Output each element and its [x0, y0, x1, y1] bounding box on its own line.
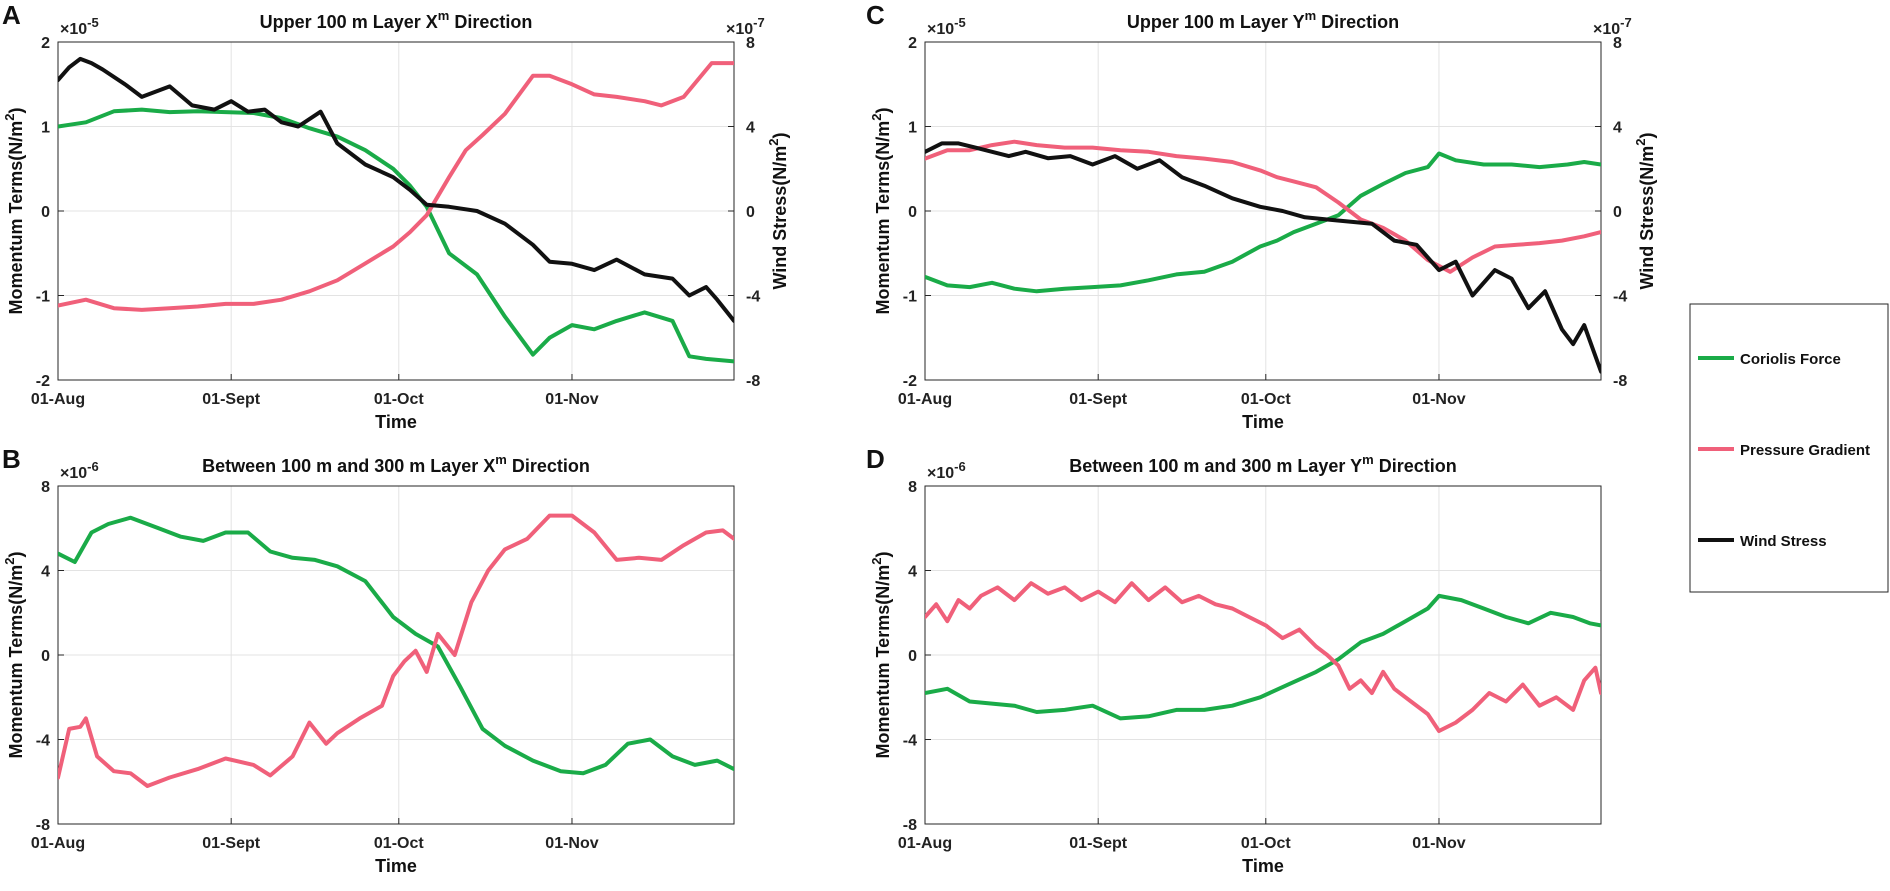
panel-a-y2tick-label-4: 8 — [746, 35, 755, 52]
legend-item-pressure: Pressure Gradient — [1698, 442, 1870, 459]
panel-b-xtick-label-2: 01-Oct — [374, 835, 424, 852]
panel-c-ytick-label-0: -2 — [903, 373, 917, 390]
panel-c-title: Upper 100 m Layer Ym Direction — [1127, 8, 1399, 32]
panel-a-y-exponent: ×10-5 — [60, 15, 99, 38]
panel-c-series-pressure-gradient — [925, 139, 1601, 274]
panel-d: D 01-Aug 01-Sept 01-Oct 01-Nov -8 -4 0 4 8 ×10-6 B… — [866, 444, 1602, 876]
panel-b-ytick-label-2: 0 — [41, 648, 50, 665]
panel-c-ytick-label-4: 2 — [908, 35, 917, 52]
panel-a-series-pressure-gradient — [58, 61, 734, 312]
panel-b-ytick-label-4: 8 — [41, 479, 50, 496]
panel-c-xtick-label-0: 01-Aug — [898, 391, 952, 408]
panel-c-y-exponent: ×10-5 — [927, 15, 966, 38]
panel-d-ytick-label-2: 0 — [908, 648, 917, 665]
panel-c-y2tick-label-3: 4 — [1613, 120, 1622, 137]
panel-c-xtick-label-2: 01-Oct — [1241, 391, 1291, 408]
panel-b: B 01-Aug 01-Sept 01-Oct 01-Nov -8 -4 0 4 8 ×10-6 B… — [2, 444, 735, 876]
panel-b-ytick-label-0: -8 — [36, 817, 50, 834]
panel-c: C 01-Aug 01-Sept 01-Oct 01-Nov -2 -1 0 1 2 ×10-5 U… — [866, 0, 1657, 432]
panel-d-grid — [924, 485, 1601, 825]
panel-b-y-exponent: ×10-6 — [60, 459, 99, 482]
panel-d-ytick-label-1: -4 — [903, 733, 917, 750]
panel-d-xtick-label-1: 01-Sept — [1069, 835, 1127, 852]
panel-c-xtick-label-1: 01-Sept — [1069, 391, 1127, 408]
panel-d-xlabel: Time — [1242, 856, 1284, 876]
panel-d-xtick-label-3: 01-Nov — [1412, 835, 1465, 852]
panel-b-title: Between 100 m and 300 m Layer Xm Directi… — [202, 452, 590, 476]
panel-d-ytick-label-3: 4 — [908, 564, 917, 581]
legend-item-wind: Wind Stress — [1698, 533, 1827, 550]
panel-b-ytick-label-3: 4 — [41, 564, 50, 581]
panel-a-y2label: Wind Stress(N/m2) — [766, 132, 790, 289]
panel-b-series-coriolis-force — [58, 515, 734, 776]
panel-d-series-coriolis-force — [925, 593, 1601, 721]
panel-c-xlabel: Time — [1242, 412, 1284, 432]
panel-c-ylabel: Momentum Terms(N/m2) — [869, 108, 893, 315]
panel-a-ylabel: Momentum Terms(N/m2) — [2, 108, 26, 315]
panel-letter-d: D — [866, 444, 885, 474]
panel-b-xtick-label-1: 01-Sept — [202, 835, 260, 852]
panel-a-y2tick-label-3: 4 — [746, 120, 755, 137]
panel-b-xlabel: Time — [375, 856, 417, 876]
legend-label-pressure: Pressure Gradient — [1740, 442, 1870, 459]
panel-c-y2tick-label-2: 0 — [1613, 204, 1622, 221]
panel-a-title: Upper 100 m Layer Xm Direction — [260, 8, 533, 32]
panel-b-xtick-label-3: 01-Nov — [545, 835, 598, 852]
panel-c-ytick-label-1: -1 — [903, 289, 917, 306]
panel-c-y2label: Wind Stress(N/m2) — [1633, 132, 1657, 289]
panel-a-y2tick-label-2: 0 — [746, 204, 755, 221]
panel-b-xtick-label-0: 01-Aug — [31, 835, 85, 852]
panel-d-xtick-label-2: 01-Oct — [1241, 835, 1291, 852]
panel-d-xtick-label-0: 01-Aug — [898, 835, 952, 852]
panel-a-xtick-label-1: 01-Sept — [202, 391, 260, 408]
panel-c-y2tick-label-1: -4 — [1613, 289, 1627, 306]
panel-a-ytick-label-0: -2 — [36, 373, 50, 390]
panel-d-series-pressure-gradient — [925, 581, 1601, 733]
panel-c-xtick-label-3: 01-Nov — [1412, 391, 1465, 408]
panel-d-ytick-label-0: -8 — [903, 817, 917, 834]
panel-a-ytick-label-3: 1 — [41, 120, 50, 137]
panel-a-ytick-label-4: 2 — [41, 35, 50, 52]
panel-a-ytick-label-2: 0 — [41, 204, 50, 221]
panel-letter-b: B — [2, 444, 21, 474]
panel-c-y2tick-label-0: -8 — [1613, 373, 1627, 390]
panel-d-ylabel: Momentum Terms(N/m2) — [869, 552, 893, 759]
panel-a-series-coriolis-force — [58, 107, 734, 364]
panel-b-ylabel: Momentum Terms(N/m2) — [2, 552, 26, 759]
panel-b-series-pressure-gradient — [58, 513, 734, 788]
panel-a-grid — [57, 41, 734, 381]
panel-a-y2tick-label-0: -8 — [746, 373, 760, 390]
panel-d-ytick-label-4: 8 — [908, 479, 917, 496]
panel-c-ytick-label-3: 1 — [908, 120, 917, 137]
panel-a-xlabel: Time — [375, 412, 417, 432]
panel-c-series-wind-stress — [925, 141, 1601, 374]
panel-a-y2-exponent: ×10-7 — [726, 15, 765, 38]
legend-label-wind: Wind Stress — [1740, 533, 1827, 550]
panel-d-y-exponent: ×10-6 — [927, 459, 966, 482]
panel-a: A 01-Aug 01-Sept 01-Oct 01-Nov -2 -1 0 1 2 ×10-5 U… — [2, 0, 790, 432]
legend-item-coriolis: Coriolis Force — [1698, 351, 1841, 368]
panel-a-y2tick-label-1: -4 — [746, 289, 760, 306]
legend-label-coriolis: Coriolis Force — [1740, 351, 1841, 368]
panel-b-grid — [57, 485, 734, 825]
panel-a-series-wind-stress — [58, 56, 734, 323]
panel-letter-c: C — [866, 0, 885, 30]
panel-c-y2-exponent: ×10-7 — [1593, 15, 1632, 38]
panel-c-grid — [924, 41, 1601, 381]
panel-a-xtick-label-0: 01-Aug — [31, 391, 85, 408]
panel-a-ytick-label-1: -1 — [36, 289, 50, 306]
panel-a-xtick-label-3: 01-Nov — [545, 391, 598, 408]
panel-letter-a: A — [2, 0, 21, 30]
panel-a-xtick-label-2: 01-Oct — [374, 391, 424, 408]
panel-d-title: Between 100 m and 300 m Layer Ym Directi… — [1069, 452, 1456, 476]
panel-c-series-coriolis-force — [925, 151, 1601, 294]
legend: Coriolis Force Pressure Gradient Wind St… — [1689, 303, 1889, 593]
panel-c-ytick-label-2: 0 — [908, 204, 917, 221]
panel-b-ytick-label-1: -4 — [36, 733, 50, 750]
panel-c-y2tick-label-4: 8 — [1613, 35, 1622, 52]
